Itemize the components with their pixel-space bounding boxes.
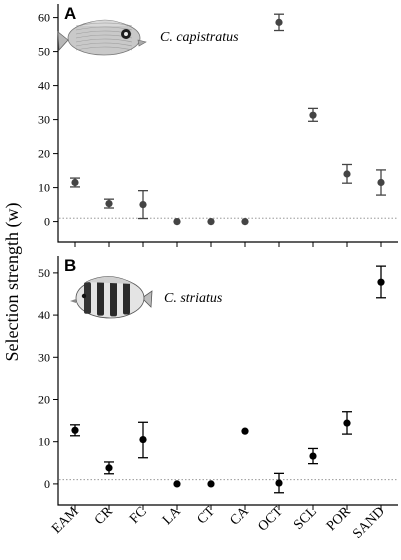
panel-a-ytick-label: 40: [38, 79, 50, 93]
panel-b-point-la: [173, 480, 181, 488]
panel-b-point-ca: [241, 427, 249, 435]
panel-a-point-sand: [377, 178, 385, 187]
panel-a-label: A: [64, 4, 76, 23]
panel-b-point-scl: [309, 452, 317, 460]
panel-b-ytick-label: 50: [38, 266, 50, 280]
panel-a-axes: [57, 4, 398, 243]
panel-a-point-la: [173, 218, 181, 226]
x-category-label-cr: CR: [92, 504, 116, 528]
panel-b-label: B: [64, 256, 76, 275]
panel-a-species-name: C. capistratus: [160, 30, 239, 45]
panel-a-ytick-label: 60: [38, 11, 50, 25]
x-category-label-ct: CT: [195, 504, 219, 528]
panel-b-ytick-label: 20: [38, 392, 50, 406]
panel-a-point-ct: [207, 218, 215, 226]
x-category-label-la: LA: [160, 504, 184, 528]
panel-a-ytick-label: 20: [38, 147, 50, 161]
panel-a-point-eam: [71, 178, 79, 187]
panel-a-point-ca: [241, 218, 249, 226]
panel-a-point-cr: [105, 199, 113, 208]
x-category-label-oct: OCT: [255, 504, 286, 535]
panel-b-ytick-label: 0: [44, 477, 50, 491]
panel-a-ytick-label: 30: [38, 113, 50, 127]
panel-a-ytick-label: 0: [44, 215, 50, 229]
panel-a-point-scl: [309, 111, 317, 119]
y-axis-label: Selection strength (w): [2, 203, 23, 362]
panel-b-ytick-label: 40: [38, 308, 50, 322]
x-category-label-por: POR: [324, 504, 354, 534]
panel-a-point-por: [343, 170, 351, 178]
panel-b-point-ct: [207, 480, 215, 488]
x-category-label-scl: SCL: [291, 504, 320, 533]
banded-butterflyfish-icon: [70, 276, 153, 319]
x-category-label-eam: EAM: [49, 504, 82, 537]
panel-b-point-fc: [139, 435, 147, 444]
panel-b-point-por: [343, 419, 351, 427]
panel-b-point-oct: [275, 479, 283, 487]
panel-b-species-name: C. striatus: [164, 291, 223, 306]
x-category-label-ca: CA: [227, 504, 252, 529]
x-category-label-fc: FC: [127, 504, 150, 527]
panel-a-ytick-label: 10: [38, 181, 50, 195]
panel-b-point-cr: [105, 464, 113, 472]
panel-a: 0 10 20 30 40 50 60 A C. capistratus: [38, 4, 398, 247]
panel-b-point-eam: [71, 426, 79, 434]
panel-a-point-oct: [275, 18, 283, 26]
panel-a-ytick-label: 50: [38, 45, 50, 59]
four-eye-butterflyfish-icon: [57, 19, 147, 56]
panel-b-axes: [57, 256, 398, 506]
x-category-label-sand: SAND: [350, 504, 388, 542]
panel-b-ytick-label: 10: [38, 435, 50, 449]
panel-b: 0 10 20 30 40 50 B C. striatus: [38, 256, 398, 510]
panel-b-ytick-label: 30: [38, 350, 50, 364]
panel-a-point-fc: [139, 201, 147, 209]
panel-b-point-sand: [377, 278, 385, 286]
